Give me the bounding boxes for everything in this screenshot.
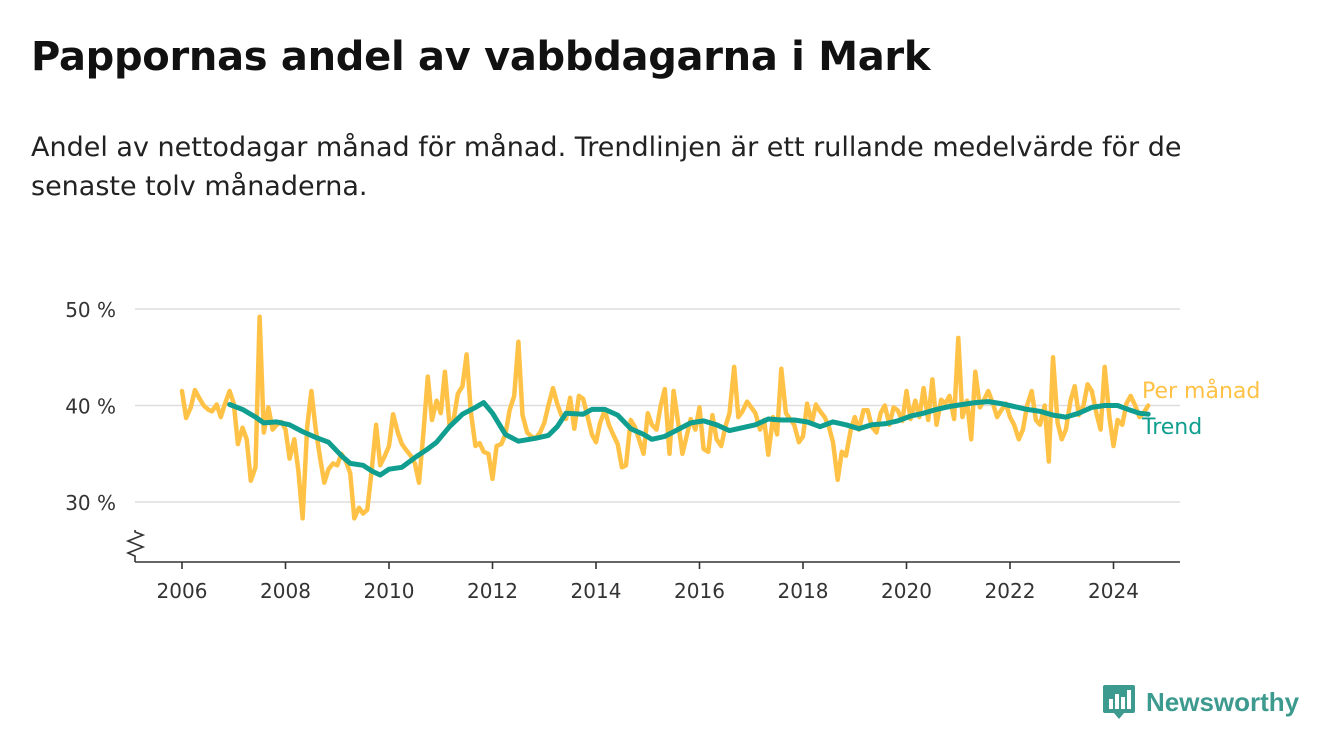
newsworthy-logo: Newsworthy: [1102, 683, 1299, 721]
page-title: Pappornas andel av vabbdagarna i Mark: [31, 34, 931, 80]
x-tick-label: 2014: [571, 579, 622, 603]
x-tick-label: 2018: [778, 579, 829, 603]
series-lines: [179, 314, 1151, 521]
y-axis-ticks: 30 % 40 % 50 %: [65, 298, 116, 515]
y-tick-label: 40 %: [65, 395, 116, 419]
x-tick-label: 2016: [674, 579, 725, 603]
newsworthy-chart-bubble-icon: [1103, 685, 1135, 719]
x-tick-label: 2010: [364, 579, 415, 603]
y-tick-label: 50 %: [65, 298, 116, 322]
x-axis-ticks: 2006 2008 2010 2012 2014 2016 2018 2020 2022 2024: [157, 562, 1139, 603]
x-tick-label: 2012: [467, 579, 518, 603]
legend-label-per-m-nad: Per månad: [1142, 378, 1260, 404]
y-axis-break-icon: [125, 530, 146, 562]
x-tick-label: 2020: [881, 579, 932, 603]
legend-label-trend: Trend: [1141, 415, 1202, 440]
series-line-trend: [227, 399, 1151, 478]
legend: Per månad Trend: [1141, 378, 1260, 440]
brand-name: Newsworthy: [1146, 686, 1300, 717]
y-tick-label: 30 %: [65, 491, 116, 515]
page-subtitle: Andel av nettodagar månad för månad. Tre…: [31, 132, 1182, 202]
x-tick-label: 2024: [1088, 579, 1139, 603]
grid-lines: [135, 308, 1180, 503]
x-tick-label: 2006: [157, 579, 208, 603]
series-line-per-m-nad: [179, 314, 1151, 521]
x-tick-label: 2022: [985, 579, 1036, 603]
x-tick-label: 2008: [260, 579, 311, 603]
